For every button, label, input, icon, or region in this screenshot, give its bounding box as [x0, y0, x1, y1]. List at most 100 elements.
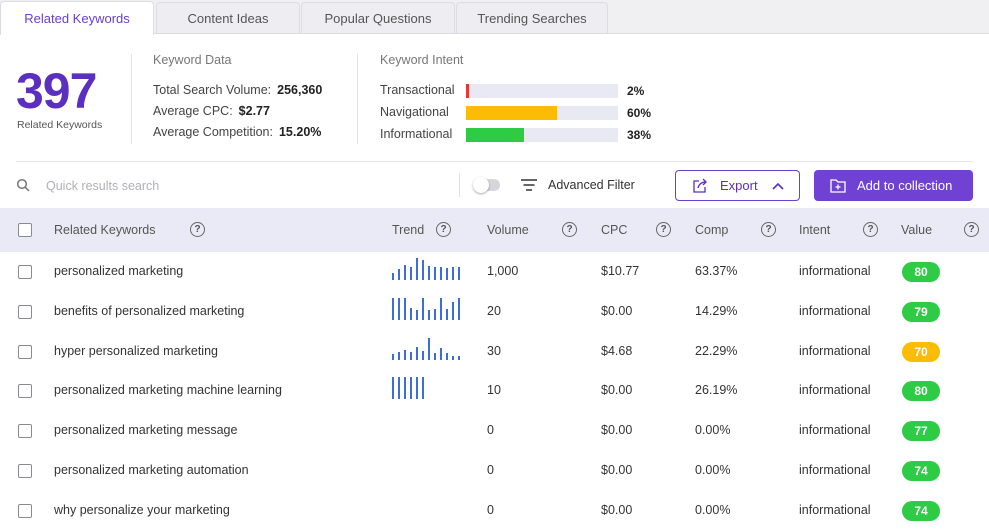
trend-bar	[446, 352, 448, 360]
help-icon[interactable]: ?	[656, 222, 671, 237]
trend-bar	[440, 267, 442, 280]
keyword-cell[interactable]: personalized marketing	[54, 264, 184, 278]
trend-bar	[428, 337, 430, 360]
col-comp[interactable]: Comp	[695, 223, 729, 237]
filter-icon[interactable]	[521, 179, 537, 191]
keyword-cell[interactable]: why personalize your marketing	[54, 502, 230, 517]
intent-informational-bar	[466, 128, 618, 142]
row-checkbox[interactable]	[18, 384, 32, 399]
help-icon[interactable]: ?	[964, 222, 979, 237]
keyword-cell[interactable]: personalized marketing automation	[54, 463, 249, 477]
trend-bar	[416, 346, 418, 360]
value-badge: 80	[902, 381, 940, 402]
tab-bar: Related Keywords Content Ideas Popular Q…	[0, 0, 989, 35]
add-to-collection-button[interactable]: Add to collection	[814, 170, 973, 201]
quick-search-input[interactable]	[46, 177, 346, 195]
keyword-cell[interactable]: hyper personalized marketing	[54, 343, 218, 358]
keyword-cell[interactable]: personalized marketing message	[54, 423, 238, 438]
col-volume[interactable]: Volume	[487, 223, 529, 237]
help-icon[interactable]: ?	[562, 222, 577, 237]
value-badge: 70	[902, 341, 940, 362]
filter-toggle[interactable]	[473, 177, 500, 193]
trend-sparkline	[392, 337, 462, 360]
table-row[interactable]: why personalize your marketing 0 $0.00 0…	[0, 491, 989, 531]
table-row[interactable]: personalized marketing machine learning …	[0, 371, 989, 411]
trend-bar	[398, 269, 400, 280]
keyword-count: 397	[16, 63, 97, 119]
select-all-checkbox[interactable]	[18, 223, 32, 237]
keyword-cell[interactable]: personalized marketing machine learning	[54, 383, 282, 398]
table-row[interactable]: personalized marketing message 0 $0.00 0…	[0, 411, 989, 451]
value-badge: 74	[902, 461, 940, 481]
cpc-cell: $0.00	[601, 502, 633, 517]
help-icon[interactable]: ?	[761, 222, 776, 237]
total-search-volume-label: Total Search Volume:	[153, 83, 272, 97]
help-icon[interactable]: ?	[863, 222, 878, 237]
col-related-keywords[interactable]: Related Keywords	[54, 223, 156, 237]
volume-cell: 10	[487, 383, 501, 398]
cpc-cell: $0.00	[601, 303, 633, 318]
help-icon[interactable]: ?	[190, 222, 205, 237]
trend-sparkline	[392, 457, 462, 479]
average-competition-label: Average Competition:	[153, 125, 273, 139]
trend-bar	[404, 349, 406, 360]
tab-content-ideas[interactable]: Content Ideas	[156, 2, 300, 34]
trend-bar	[416, 377, 418, 400]
comp-cell: 0.00%	[695, 463, 731, 477]
col-value[interactable]: Value	[901, 223, 933, 237]
intent-informational-fill	[466, 128, 524, 142]
total-search-volume-value: 256,360	[277, 83, 323, 97]
intent-navigational-percent: 60%	[627, 106, 652, 120]
col-trend[interactable]: Trend	[392, 223, 425, 237]
trend-bar	[458, 267, 460, 280]
tab-related-keywords[interactable]: Related Keywords	[0, 1, 154, 35]
export-button[interactable]: Export	[675, 170, 800, 201]
trend-bar	[392, 273, 394, 280]
trend-bar	[410, 377, 412, 400]
table-row[interactable]: personalized marketing 1,000 $10.77 63.3…	[0, 252, 989, 292]
table-row[interactable]: hyper personalized marketing 30 $4.68 22…	[0, 332, 989, 372]
row-checkbox[interactable]	[18, 503, 32, 518]
cpc-cell: $0.00	[601, 463, 633, 477]
advanced-filter-button[interactable]: Advanced Filter	[548, 178, 635, 192]
total-search-volume: Total Search Volume: 256,360	[153, 83, 322, 97]
trend-bar	[452, 267, 454, 280]
intent-transactional-percent: 2%	[627, 84, 645, 98]
row-checkbox[interactable]	[18, 424, 32, 439]
table-row[interactable]: personalized marketing automation 0 $0.0…	[0, 451, 989, 491]
table-row[interactable]: benefits of personalized marketing 20 $0…	[0, 292, 989, 332]
add-folder-icon	[830, 178, 846, 193]
keyword-count-label: Related Keywords	[17, 119, 103, 131]
intent-cell: informational	[799, 264, 871, 278]
row-checkbox[interactable]	[18, 464, 32, 478]
divider	[459, 173, 460, 197]
help-icon[interactable]: ?	[436, 222, 451, 237]
tab-popular-questions[interactable]: Popular Questions	[301, 2, 455, 34]
value-badge: 80	[902, 262, 940, 282]
col-intent[interactable]: Intent	[799, 223, 831, 237]
intent-cell: informational	[799, 502, 871, 517]
row-checkbox[interactable]	[18, 265, 32, 279]
trend-bar	[416, 258, 418, 280]
share-icon	[693, 178, 707, 193]
average-competition: Average Competition: 15.20%	[153, 125, 321, 139]
trend-sparkline	[392, 258, 462, 280]
intent-transactional-label: Transactional	[380, 83, 455, 97]
add-to-collection-label: Add to collection	[857, 178, 953, 193]
trend-bar	[404, 265, 406, 280]
tab-trending-searches[interactable]: Trending Searches	[456, 2, 608, 34]
intent-navigational-bar	[466, 106, 618, 120]
toggle-knob	[473, 177, 489, 193]
intent-informational-percent: 38%	[627, 128, 652, 142]
keyword-cell[interactable]: benefits of personalized marketing	[54, 303, 245, 318]
col-cpc[interactable]: CPC	[601, 223, 628, 237]
intent-navigational-label: Navigational	[380, 105, 449, 119]
average-competition-value: 15.20%	[278, 125, 322, 139]
row-checkbox[interactable]	[18, 344, 32, 359]
trend-sparkline	[392, 497, 462, 519]
row-checkbox[interactable]	[18, 304, 32, 319]
volume-cell: 1,000	[487, 264, 519, 278]
trend-bar	[416, 309, 418, 320]
trend-bar	[428, 309, 430, 320]
average-cpc: Average CPC: $2.77	[153, 104, 270, 118]
